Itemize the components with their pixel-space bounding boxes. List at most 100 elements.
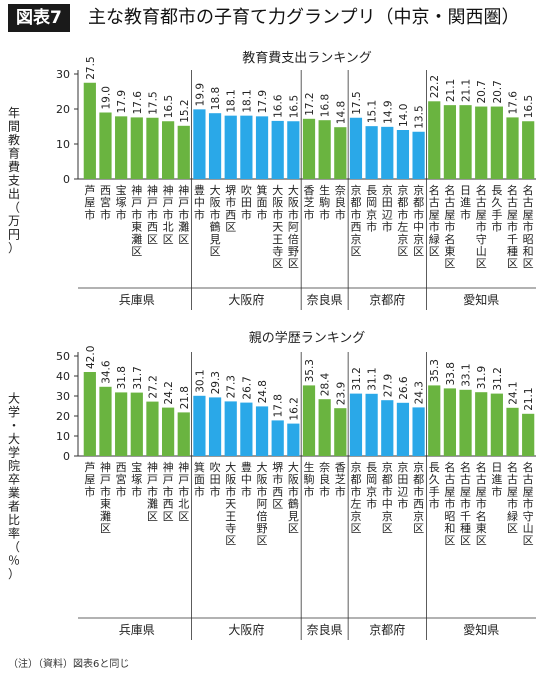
value-label: 15.2 [179,99,191,122]
value-label: 19.9 [194,83,206,106]
bar [334,408,347,456]
value-label: 26.7 [241,376,253,399]
value-label: 17.6 [132,91,144,115]
bar [146,401,159,456]
bar [506,407,519,456]
bar [475,106,488,179]
figure-header: 図表7 主な教育都市の子育て力グランプリ（中京・関西圏） [0,0,550,38]
bar [287,423,300,456]
bar [271,420,284,456]
value-label: 17.5 [351,91,363,114]
bar [318,399,331,456]
category-label: 神戸市西区 [147,183,158,246]
category-label: 芦屋市 [84,184,95,221]
category-label: 奈良市 [319,460,330,498]
value-label: 24.2 [163,381,175,404]
category-label: 京都市中京区 [382,460,393,535]
bar [490,393,503,456]
bar [412,407,425,456]
bar [349,117,363,179]
bar [349,393,363,456]
source-note: （注）（資料）図表6と同じ [8,659,130,670]
bar [459,389,472,456]
bar [334,127,347,179]
bar [193,109,206,179]
value-label: 18.1 [241,89,253,112]
value-label: 35.3 [304,359,316,382]
category-label: 名古屋市千種区 [460,460,471,547]
value-label: 19.0 [100,86,112,109]
bar [240,115,253,179]
value-label: 14.8 [335,101,347,124]
bar [396,402,410,456]
bar [428,385,441,456]
value-label: 31.2 [351,367,363,390]
value-label: 27.2 [147,375,159,398]
value-label: 16.5 [288,95,300,118]
bar [255,116,269,179]
bar [365,393,378,456]
category-label: 吹田市 [210,461,221,498]
bar [99,112,112,179]
figure-title: 主な教育都市の子育て力グランプリ（中京・関西圏） [88,7,520,28]
value-label: 16.6 [273,94,285,118]
category-label: 神戸市東灘区 [131,183,142,258]
category-label: 大阪市阿倍野区 [288,183,299,270]
bar [459,105,472,179]
value-label: 21.1 [523,387,535,410]
bar [412,131,425,179]
value-label: 16.5 [523,95,535,118]
value-label: 27.9 [382,374,394,397]
y-tick-label: 10 [56,430,70,443]
value-label: 17.9 [257,90,269,113]
category-label: 宝塚市 [131,460,142,498]
value-label: 28.4 [320,373,332,397]
value-label: 30.1 [194,369,206,392]
category-label: 名古屋市名東区 [476,460,487,547]
category-label: 名古屋市守山区 [523,460,534,547]
value-label: 22.2 [429,75,441,98]
bar [318,120,331,179]
value-label: 24.3 [414,381,426,404]
value-label: 27.3 [226,375,238,398]
bar [302,385,316,456]
y-axis-label: 大学・大学院卒業者比率（％） [8,392,20,582]
y-tick-label: 20 [56,410,70,423]
category-label: 京都市左京区 [350,460,361,535]
value-label: 17.6 [508,91,520,115]
category-label: 宝塚市 [116,183,127,221]
category-label: 大阪市鶴見区 [210,183,221,258]
bar [224,401,237,456]
category-label: 堺市西区 [225,184,236,234]
value-label: 15.1 [367,100,379,123]
bar [208,113,222,179]
category-label: 京都市西京区 [350,183,361,258]
y-tick-label: 40 [56,370,70,383]
category-label: 大阪市天王寺区 [225,460,236,547]
category-label: 神戸市灘区 [178,183,189,246]
bar [365,126,378,179]
bar [396,130,410,179]
bar [115,116,128,179]
bar [255,406,269,456]
bar [443,105,457,179]
bar [177,125,190,179]
bar [287,121,300,179]
value-label: 31.8 [116,366,128,389]
y-tick-label: 0 [63,450,70,463]
value-label: 27.5 [85,56,97,79]
category-label: 神戸市灘区 [147,460,158,523]
value-label: 17.9 [116,90,128,113]
category-label: 神戸市北区 [163,183,174,246]
value-label: 16.5 [163,95,175,118]
category-label: 芦屋市 [84,461,95,498]
value-label: 26.6 [398,376,410,400]
y-axis-label: 年間教育費支出（万円） [8,106,20,255]
category-label: 京都市西京区 [413,460,424,535]
bar [302,118,316,179]
value-label: 17.2 [304,92,316,115]
category-label: 京田辺市 [382,183,393,234]
bar [475,392,488,456]
